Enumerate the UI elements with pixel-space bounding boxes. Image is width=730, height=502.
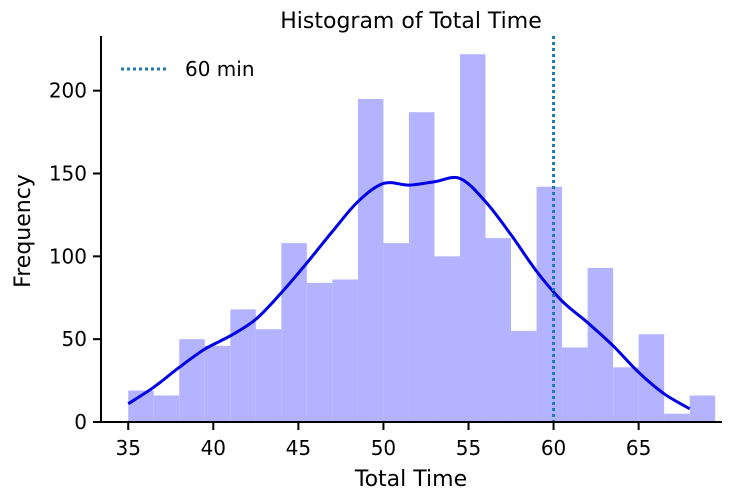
histogram-bar (255, 329, 282, 422)
histogram-bar (664, 413, 690, 422)
x-tick-label: 55 (456, 436, 481, 460)
histogram-bar (511, 330, 537, 422)
histogram-bar (689, 395, 716, 422)
x-tick-label: 40 (201, 436, 226, 460)
histogram-bar (383, 243, 409, 422)
histogram-bar (459, 54, 486, 422)
chart-title: Histogram of Total Time (280, 9, 542, 34)
histogram-bar (434, 256, 460, 422)
x-tick-label: 45 (286, 436, 311, 460)
histogram-bar (562, 347, 588, 422)
histogram-bar (638, 334, 665, 422)
y-tick-label: 150 (49, 162, 87, 186)
x-tick-label: 35 (115, 436, 140, 460)
histogram-bar (357, 98, 384, 422)
x-axis-label: Total Time (354, 467, 467, 492)
histogram-bars (128, 54, 716, 423)
histogram-bar (230, 309, 256, 422)
histogram-bar (306, 282, 333, 422)
x-tick-label: 65 (626, 436, 651, 460)
y-tick-label: 50 (62, 327, 87, 351)
x-axis-ticks: 35 40 45 50 55 60 65 (115, 422, 651, 460)
histogram-bar (536, 186, 563, 422)
y-tick-label: 200 (49, 79, 87, 103)
histogram-bar (332, 279, 358, 422)
legend: 60 min (121, 57, 255, 81)
y-tick-label: 100 (49, 244, 87, 268)
histogram-bar (408, 112, 435, 423)
histogram-bar (485, 238, 512, 422)
histogram-bar (153, 395, 180, 422)
histogram-bar (613, 367, 639, 422)
histogram-bar (204, 345, 231, 422)
y-axis-ticks: 0 50 100 150 200 (49, 79, 101, 434)
x-tick-label: 60 (541, 436, 566, 460)
y-axis-label: Frequency (11, 174, 36, 288)
histogram-bar (281, 243, 307, 422)
x-tick-label: 50 (371, 436, 396, 460)
kde-curve (127, 175, 691, 411)
histogram-bar (587, 267, 614, 422)
legend-label: 60 min (185, 57, 255, 81)
y-tick-label: 0 (74, 410, 87, 434)
